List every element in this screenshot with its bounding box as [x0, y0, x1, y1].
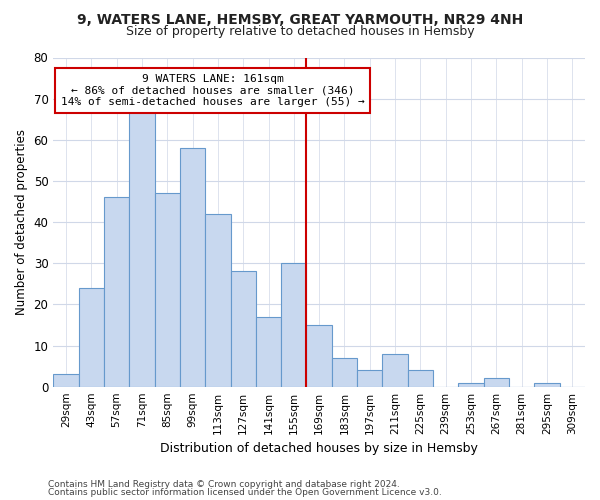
Bar: [357, 370, 382, 386]
Bar: [382, 354, 408, 386]
X-axis label: Distribution of detached houses by size in Hemsby: Distribution of detached houses by size …: [160, 442, 478, 455]
Bar: [256, 316, 281, 386]
Bar: [458, 382, 484, 386]
Text: 9, WATERS LANE, HEMSBY, GREAT YARMOUTH, NR29 4NH: 9, WATERS LANE, HEMSBY, GREAT YARMOUTH, …: [77, 12, 523, 26]
Bar: [484, 378, 509, 386]
Bar: [230, 272, 256, 386]
Text: Contains HM Land Registry data © Crown copyright and database right 2024.: Contains HM Land Registry data © Crown c…: [48, 480, 400, 489]
Text: Size of property relative to detached houses in Hemsby: Size of property relative to detached ho…: [125, 25, 475, 38]
Bar: [408, 370, 433, 386]
Bar: [155, 194, 180, 386]
Bar: [281, 263, 307, 386]
Bar: [104, 198, 129, 386]
Bar: [180, 148, 205, 386]
Text: Contains public sector information licensed under the Open Government Licence v3: Contains public sector information licen…: [48, 488, 442, 497]
Bar: [129, 111, 155, 386]
Y-axis label: Number of detached properties: Number of detached properties: [15, 129, 28, 315]
Text: 9 WATERS LANE: 161sqm
← 86% of detached houses are smaller (346)
14% of semi-det: 9 WATERS LANE: 161sqm ← 86% of detached …: [61, 74, 365, 107]
Bar: [53, 374, 79, 386]
Bar: [535, 382, 560, 386]
Bar: [307, 325, 332, 386]
Bar: [205, 214, 230, 386]
Bar: [332, 358, 357, 386]
Bar: [79, 288, 104, 386]
